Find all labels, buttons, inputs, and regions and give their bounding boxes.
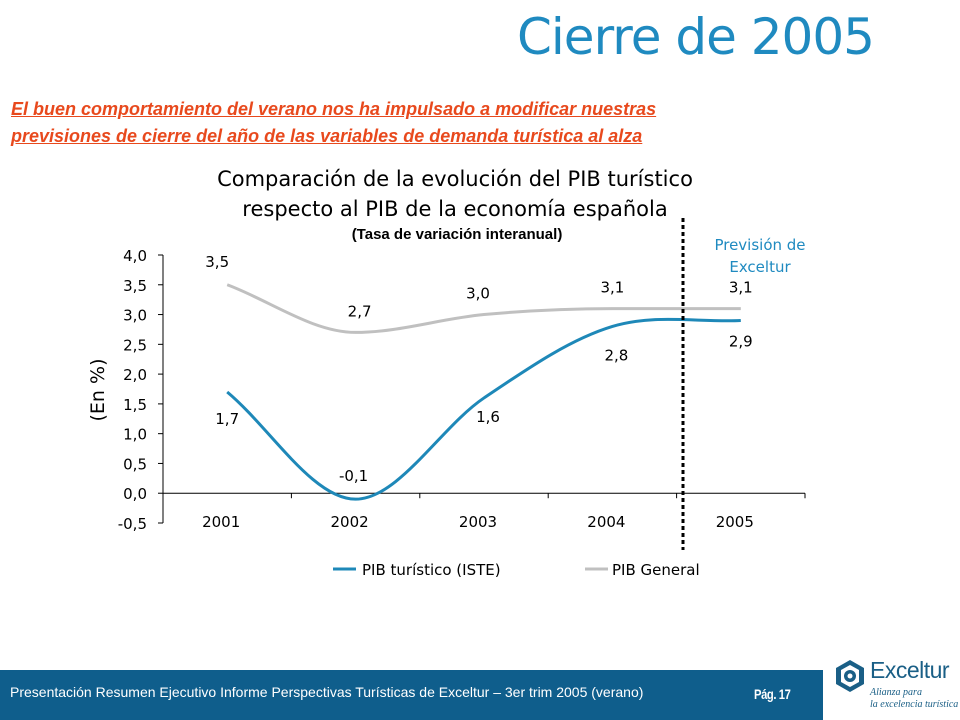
exceltur-hexagon-logo-icon	[836, 660, 864, 692]
page-number: Pág. 17	[754, 686, 791, 702]
data-label-pib-general: 3,0	[466, 285, 490, 303]
slide-title: Cierre de 2005	[517, 8, 875, 66]
y-tick-label: 3,0	[123, 307, 147, 325]
exceltur-logo: Exceltur Alianza para la excelencia turí…	[830, 653, 960, 720]
chart-axes	[158, 254, 806, 524]
forecast-annotation-line-2: Exceltur	[729, 258, 791, 276]
subtitle-line-1: El buen comportamiento del verano nos ha…	[11, 99, 657, 119]
y-tick-label: 2,0	[123, 366, 147, 384]
data-label-pib-turistico: 1,7	[215, 410, 239, 428]
y-tick-label: -0,5	[118, 515, 147, 533]
legend-label-tourism: PIB turístico (ISTE)	[362, 561, 501, 579]
chart: Comparación de la evolución del PIB turí…	[87, 167, 806, 579]
y-tick-label: 1,0	[123, 426, 147, 444]
series-lines	[226, 283, 741, 501]
series-line-pib-general	[226, 283, 741, 334]
data-label-pib-general: 3,1	[600, 279, 624, 297]
data-labels: 1,7 -0,1 1,6 2,8 2,9 3,5 2,7 3,0 3,1 3,1	[205, 253, 752, 485]
y-tick-label: 0,5	[123, 455, 147, 473]
y-tick-label: 3,5	[123, 277, 147, 295]
footer-text: Presentación Resumen Ejecutivo Informe P…	[10, 684, 644, 700]
forecast-annotation-line-1: Previsión de	[714, 236, 805, 254]
slide-subtitle: El buen comportamiento del verano nos ha…	[11, 96, 911, 150]
chart-legend: PIB turístico (ISTE) PIB General	[333, 561, 700, 579]
data-label-pib-general: 3,5	[205, 253, 229, 271]
x-axis-tick-labels: 2001 2002 2003 2004 2005	[202, 513, 754, 531]
footer-bar: Presentación Resumen Ejecutivo Informe P…	[0, 670, 823, 720]
x-tick-label: 2002	[331, 513, 369, 531]
data-label-pib-general: 3,1	[729, 279, 753, 297]
legend-label-general: PIB General	[612, 561, 700, 579]
y-axis-title: (En %)	[87, 359, 109, 422]
logo-tagline: Alianza para la excelencia turística	[870, 687, 960, 711]
chart-subtitle: (Tasa de variación interanual)	[352, 226, 563, 243]
chart-title-line-1: Comparación de la evolución del PIB turí…	[217, 167, 693, 191]
y-tick-label: 0,0	[123, 485, 147, 503]
x-tick-label: 2001	[202, 513, 240, 531]
logo-name: Exceltur	[870, 657, 950, 683]
series-line-pib-turistico	[226, 317, 741, 501]
data-label-pib-general: 2,7	[348, 302, 372, 320]
subtitle-line-2: previsiones de cierre del año de las var…	[11, 126, 643, 146]
logo-tagline-line-2: la excelencia turística	[870, 699, 959, 710]
data-label-pib-turistico: -0,1	[339, 467, 368, 485]
data-label-pib-turistico: 2,9	[729, 333, 753, 351]
logo-tagline-line-1: Alianza para	[870, 687, 922, 698]
y-tick-label: 1,5	[123, 396, 147, 414]
y-axis-tick-labels: -0,5 0,0 0,5 1,0 1,5 2,0 2,5 3,0 3,5 4,0	[118, 247, 147, 533]
y-tick-label: 2,5	[123, 336, 147, 354]
chart-title-line-2: respecto al PIB de la economía española	[242, 197, 667, 221]
data-label-pib-turistico: 1,6	[476, 408, 500, 426]
x-tick-label: 2005	[716, 513, 754, 531]
y-tick-label: 4,0	[123, 247, 147, 265]
data-label-pib-turistico: 2,8	[604, 346, 628, 364]
x-tick-label: 2004	[587, 513, 625, 531]
x-tick-label: 2003	[459, 513, 497, 531]
